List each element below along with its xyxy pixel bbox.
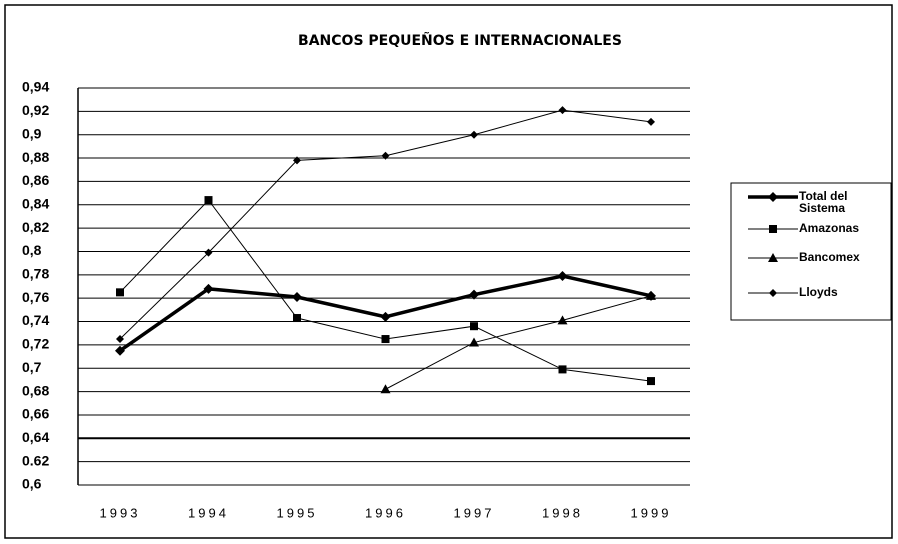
point-marker	[381, 151, 390, 160]
legend-label-box: Bancomex	[799, 251, 860, 264]
legend-label: Lloyds	[799, 286, 838, 299]
legend-label: Amazonas	[799, 222, 860, 235]
point-marker	[380, 311, 391, 322]
y-tick-label: 0,68	[22, 382, 49, 398]
y-tick-label: 0,8	[22, 242, 42, 258]
legend-marker	[769, 225, 777, 233]
series-line	[385, 295, 652, 390]
point-marker	[557, 270, 568, 281]
legend-marker	[768, 192, 778, 202]
point-marker	[647, 377, 655, 386]
y-tick-label: 0,9	[22, 125, 42, 141]
chart-title: BANCOS PEQUEÑOS E INTERNACIONALES	[298, 32, 622, 49]
y-tick-label: 0,74	[22, 312, 49, 328]
y-tick-label: 0,64	[22, 429, 49, 445]
x-tick-label: 1998	[542, 505, 583, 520]
legend-label-box: Amazonas	[799, 222, 860, 235]
point-marker	[204, 248, 213, 257]
legend-label-box: Total del Sistema	[799, 190, 848, 215]
point-marker	[203, 283, 214, 294]
x-tick-label: 1994	[188, 505, 229, 520]
point-marker	[116, 335, 124, 344]
legend-marker	[769, 289, 777, 297]
point-marker	[558, 365, 567, 374]
legend-label: Bancomex	[799, 251, 860, 264]
point-marker	[558, 106, 567, 115]
legend-box	[730, 182, 892, 321]
point-marker	[469, 337, 479, 347]
point-marker	[292, 292, 302, 303]
point-marker	[293, 314, 301, 323]
series-line	[119, 109, 652, 340]
legend-label-box: Lloyds	[799, 286, 838, 299]
y-tick-label: 0,88	[22, 149, 49, 165]
legend-marker	[768, 253, 778, 262]
y-tick-label: 0,66	[22, 406, 49, 422]
point-marker	[116, 288, 124, 297]
point-marker	[470, 322, 478, 331]
point-marker	[557, 315, 568, 325]
y-tick-label: 0,7	[22, 359, 42, 375]
point-marker	[115, 345, 125, 356]
x-tick-label: 1999	[631, 505, 672, 520]
legend-label: Total del Sistema	[799, 190, 848, 215]
x-tick-label: 1993	[100, 505, 141, 520]
point-marker	[380, 384, 391, 394]
series-line	[119, 199, 652, 382]
x-tick-label: 1997	[454, 505, 495, 520]
point-marker	[470, 130, 478, 139]
x-tick-label: 1995	[277, 505, 318, 520]
chart-border	[4, 4, 893, 539]
point-marker	[204, 196, 213, 205]
y-tick-label: 0,84	[22, 195, 49, 211]
y-tick-label: 0,78	[22, 266, 49, 282]
y-tick-label: 0,86	[22, 172, 49, 188]
x-tick-label: 1996	[365, 505, 406, 520]
y-tick-label: 0,76	[22, 289, 49, 305]
y-tick-label: 0.62	[22, 452, 49, 468]
point-marker	[293, 156, 301, 165]
y-tick-label: 0,82	[22, 219, 49, 235]
y-tick-label: 0,6	[22, 476, 42, 492]
y-tick-label: 0,92	[22, 102, 49, 118]
point-marker	[646, 290, 656, 300]
point-marker	[469, 289, 479, 300]
point-marker	[647, 117, 655, 126]
y-tick-label: 0,94	[22, 79, 49, 95]
y-tick-label: 0,72	[22, 336, 49, 352]
point-marker	[381, 335, 390, 344]
